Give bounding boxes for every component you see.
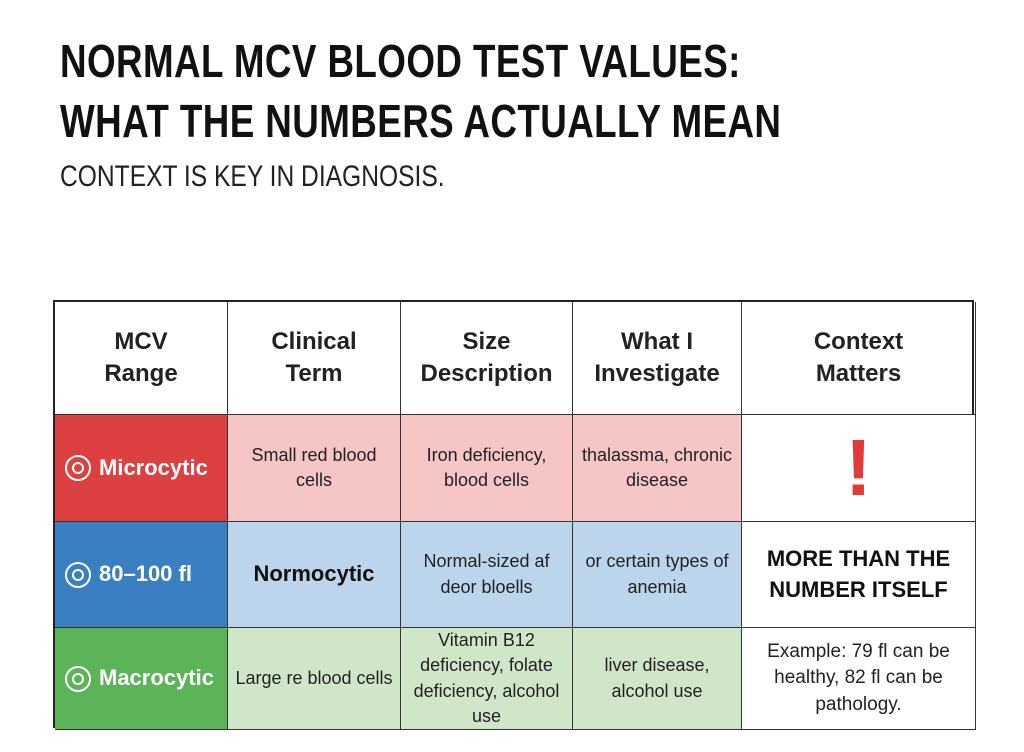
cell-text: MORE THAN THE NUMBER ITSELF xyxy=(766,545,951,602)
data-cell: liver disease, alcohol use xyxy=(573,628,742,730)
cell-text: Normocytic xyxy=(253,561,375,587)
header-cell: Clinical Term xyxy=(228,302,401,415)
title: NORMAL MCV BLOOD TEST VALUES: xyxy=(60,35,741,87)
cell-text: Example: 79 fl can be healthy, 82 fl can… xyxy=(767,640,950,715)
range-cell: Microcytic xyxy=(55,415,228,522)
context-cell: MORE THAN THE NUMBER ITSELF xyxy=(742,522,976,628)
range-cell: 80–100 fl xyxy=(55,522,228,628)
subtitle: CONTEXT IS KEY IN DIAGNOSIS. xyxy=(60,160,445,193)
cell-text: Context Matters xyxy=(813,327,904,387)
icon-ring xyxy=(72,568,84,581)
cell-text: MCV Range xyxy=(104,327,178,387)
table: MCV Range Clinical Term Size Description Wh… xyxy=(53,300,976,730)
cell-text: liver disease, alcohol use xyxy=(604,655,710,701)
data-cell: Large re blood cells xyxy=(228,628,401,730)
cell-text: thalassma, chronic disease xyxy=(581,444,733,490)
cell-text: or certain types of anemia xyxy=(585,551,729,597)
target-icon xyxy=(65,561,91,588)
data-cell: Iron deficiency, blood cells xyxy=(401,415,573,522)
data-cell: Normocytic xyxy=(228,522,401,628)
cell-text: Vitamin B12 deficiency, folate deficienc… xyxy=(413,630,560,726)
context-cell: Example: 79 fl can be healthy, 82 fl can… xyxy=(742,628,976,730)
cell-text: What I Investigate xyxy=(594,327,720,387)
cell-text: Macrocytic xyxy=(99,665,214,691)
cell-text: Small red blood cells xyxy=(251,444,377,490)
target-icon xyxy=(65,665,91,692)
target-icon xyxy=(65,455,91,481)
cell-text: Iron deficiency, blood cells xyxy=(426,444,547,490)
cell-text: Microcytic xyxy=(99,454,208,480)
header-cell: MCV Range xyxy=(55,302,228,415)
data-cell: Small red blood cells xyxy=(228,415,401,522)
header-cell: What I Investigate xyxy=(573,302,742,415)
cell-text: Size Description xyxy=(420,327,553,387)
cell-text: Clinical Term xyxy=(271,327,357,387)
cell-text: Large re blood cells xyxy=(235,667,393,688)
context-cell: ! xyxy=(742,415,976,522)
icon-ring xyxy=(72,462,84,474)
cell-text: 80–100 fl xyxy=(99,561,192,587)
data-cell: thalassma, chronic disease xyxy=(573,415,742,522)
icon-ring xyxy=(72,672,84,685)
header-cell: Context Matters xyxy=(742,302,976,415)
cell-text: Normal-sized af deor bloells xyxy=(423,551,550,597)
title: WHAT THE NUMBERS ACTUALLY MEAN xyxy=(60,95,782,147)
range-cell: Macrocytic xyxy=(55,628,228,730)
header-cell: Size Description xyxy=(401,302,573,415)
cell-text: ! xyxy=(845,423,872,512)
data-cell: Normal-sized af deor bloells xyxy=(401,522,573,628)
data-cell: or certain types of anemia xyxy=(573,522,742,628)
data-cell: Vitamin B12 deficiency, folate deficienc… xyxy=(401,628,573,730)
